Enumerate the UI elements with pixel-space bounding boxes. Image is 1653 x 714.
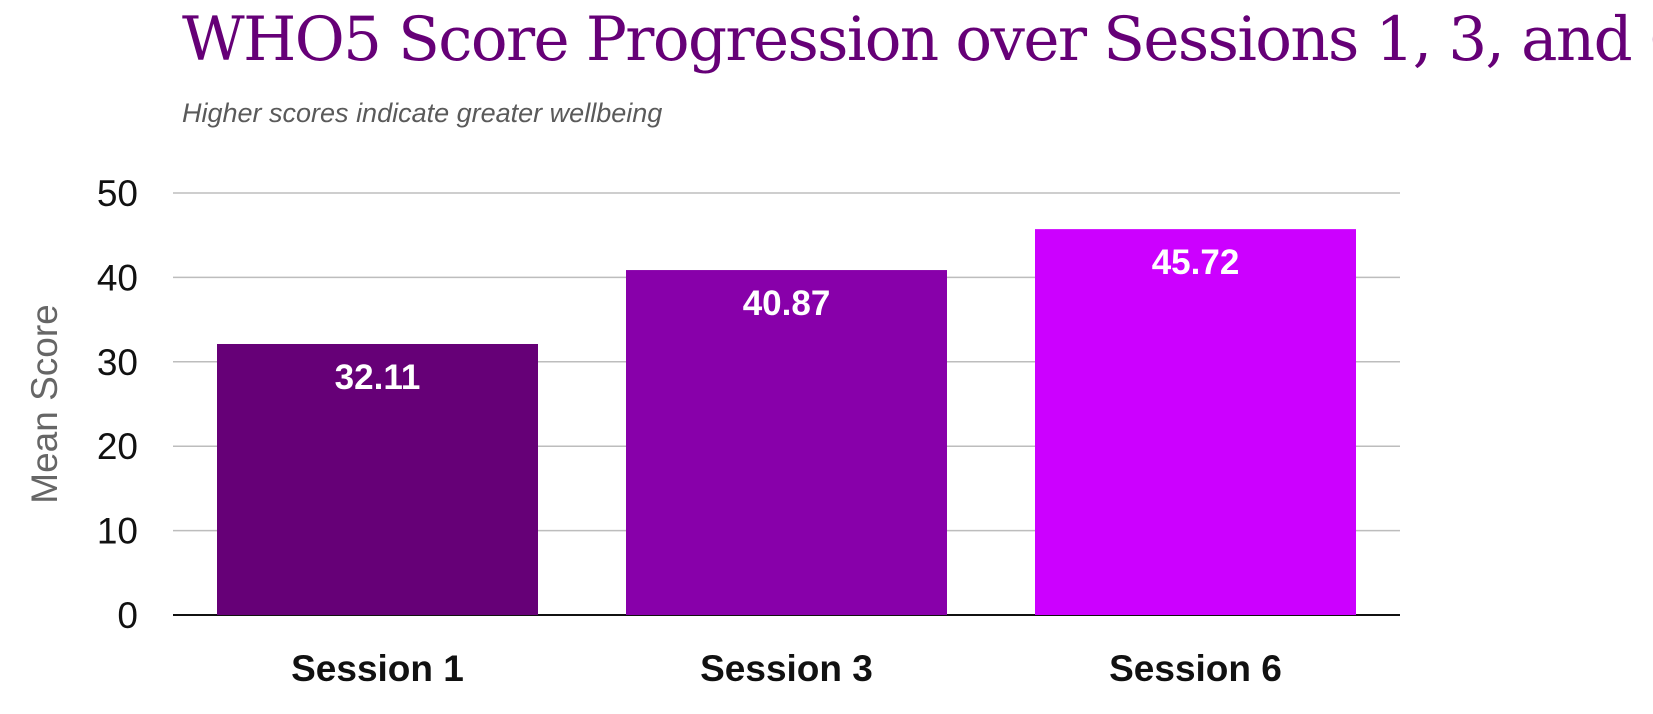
data-label-session-6: 45.72 (1152, 243, 1240, 282)
y-tick-label-40: 40 (97, 257, 138, 298)
y-tick-label-30: 30 (97, 342, 138, 383)
bar-session-3 (626, 270, 947, 615)
chart-subtitle: Higher scores indicate greater wellbeing (182, 98, 663, 128)
x-axis-categories: Session 1 Session 3 Session 6 (291, 648, 1282, 689)
y-axis-title: Mean Score (24, 304, 65, 504)
data-label-session-3: 40.87 (743, 284, 831, 323)
bar-session-6 (1035, 229, 1356, 615)
bar-session-1 (217, 343, 538, 615)
category-label-session-3: Session 3 (700, 648, 873, 689)
y-tick-label-20: 20 (97, 426, 138, 467)
y-tick-label-0: 0 (117, 595, 138, 636)
chart-title: WHO5 Score Progression over Sessions 1, … (182, 4, 1653, 75)
data-labels: 32.11 40.87 45.72 (335, 243, 1240, 397)
bars (217, 229, 1356, 615)
y-tick-label-50: 50 (97, 173, 138, 214)
data-label-session-1: 32.11 (335, 358, 421, 397)
y-tick-label-10: 10 (97, 511, 138, 552)
category-label-session-6: Session 6 (1109, 648, 1282, 689)
category-label-session-1: Session 1 (291, 648, 464, 689)
y-axis-ticks: 0 10 20 30 40 50 (97, 173, 138, 636)
